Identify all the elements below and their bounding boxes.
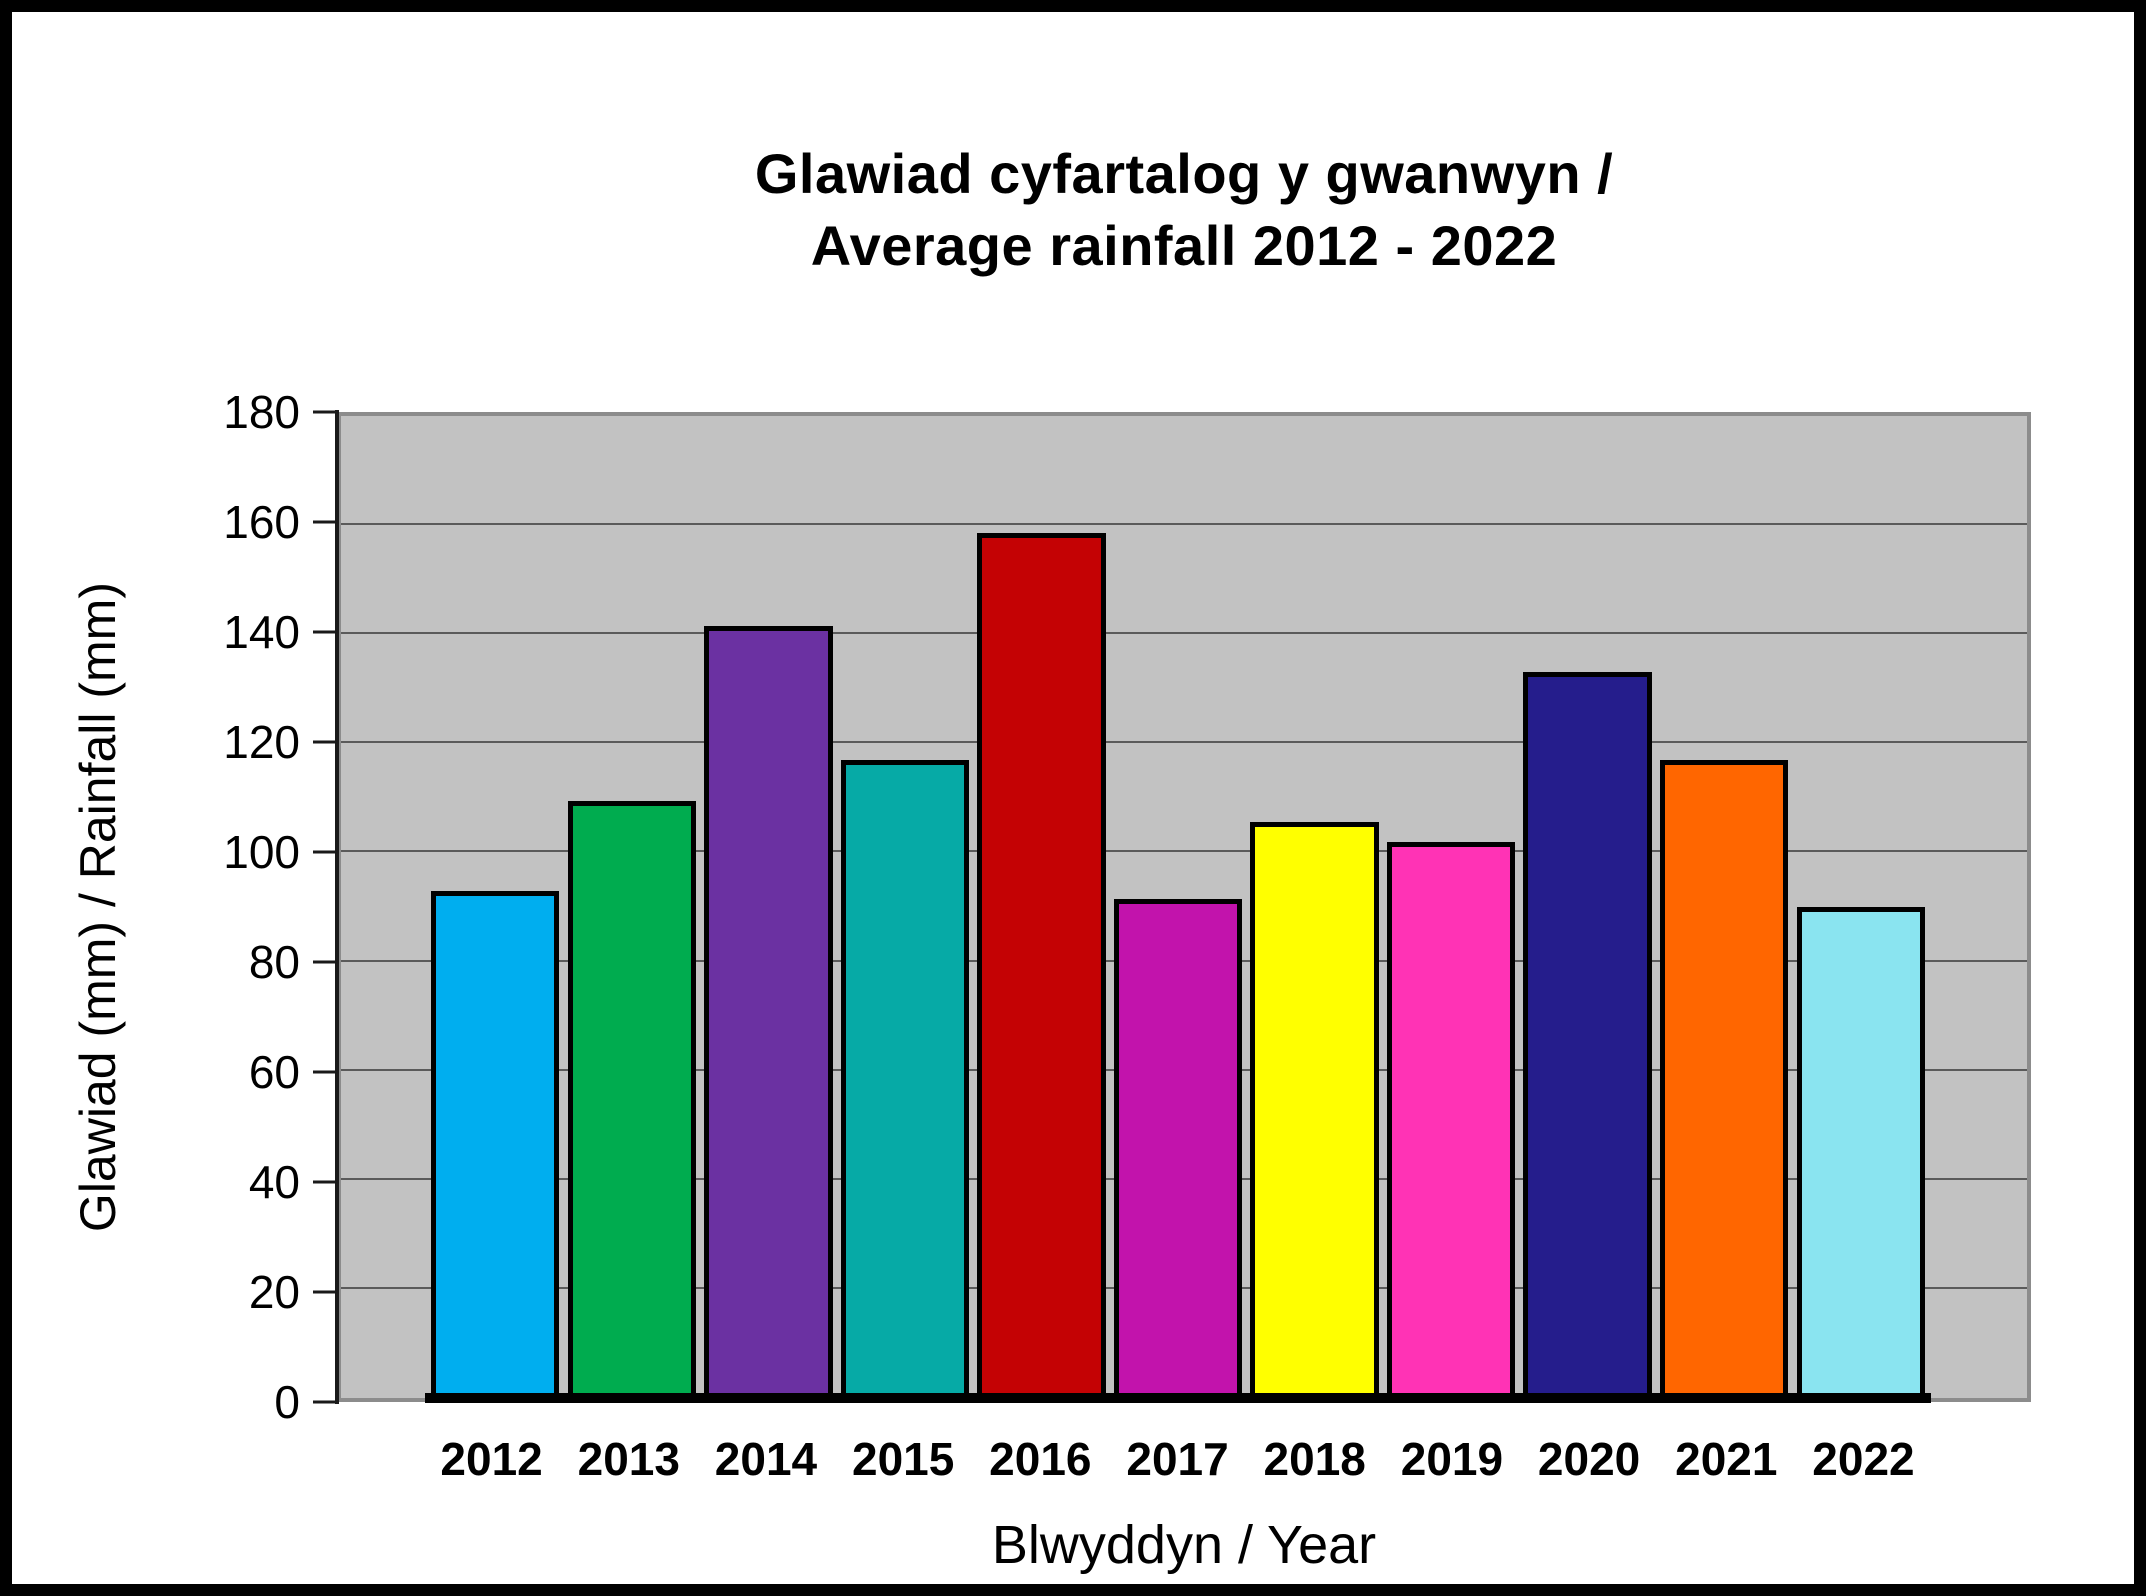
y-tick-mark-100 xyxy=(313,850,335,854)
chart-title-line2: Average rainfall 2012 - 2022 xyxy=(810,214,1558,277)
y-tick-label-160: 160 xyxy=(223,496,300,548)
y-tick-label-100: 100 xyxy=(223,826,300,878)
y-tick-mark-20 xyxy=(313,1290,335,1294)
y-tick-label-60: 60 xyxy=(248,1046,300,1098)
y-tick-marks xyxy=(313,410,335,1404)
bar-2021 xyxy=(1660,759,1789,1398)
x-axis-baseline xyxy=(425,1393,1931,1403)
x-tick-label-2017: 2017 xyxy=(1126,1433,1229,1485)
y-axis-line xyxy=(335,410,339,1404)
x-tick-label-2018: 2018 xyxy=(1263,1433,1366,1485)
gridline-160 xyxy=(341,523,2027,526)
y-tick-mark-80 xyxy=(313,960,335,964)
y-tick-mark-40 xyxy=(313,1180,335,1184)
x-tick-label-2019: 2019 xyxy=(1400,1433,1504,1485)
bar-2019 xyxy=(1386,841,1516,1398)
x-tick-label-2013: 2013 xyxy=(577,1433,680,1485)
gridline-100 xyxy=(341,850,2027,853)
bar-2022 xyxy=(1796,907,1925,1398)
x-tick-labels: 2012 2013 2014 2015 2016 2017 2018 2019 2020 2021… xyxy=(423,1432,1932,1486)
x-axis-title: Blwyddyn / Year xyxy=(991,1515,1377,1575)
y-tick-label-120: 120 xyxy=(223,716,300,768)
bar-2013 xyxy=(567,800,696,1398)
bars-container xyxy=(427,416,1929,1398)
bar-2020 xyxy=(1523,672,1652,1398)
y-tick-mark-140 xyxy=(313,630,335,634)
y-tick-labels: 0 20 40 60 80 100 120 140 160 180 xyxy=(12,386,300,1428)
bar-2012 xyxy=(431,890,560,1398)
gridline-120 xyxy=(341,741,2027,744)
x-tick-label-2014: 2014 xyxy=(714,1433,818,1485)
bar-2016 xyxy=(977,533,1106,1398)
bar-slot-2016 xyxy=(973,416,1110,1398)
y-tick-mark-120 xyxy=(313,740,335,744)
bar-2018 xyxy=(1250,822,1379,1398)
y-tick-label-40: 40 xyxy=(248,1156,300,1208)
bar-2014 xyxy=(704,626,833,1398)
x-tick-label-2020: 2020 xyxy=(1537,1433,1641,1485)
y-tick-mark-180 xyxy=(313,410,335,414)
bar-slot-2019 xyxy=(1383,416,1520,1398)
y-tick-label-0: 0 xyxy=(274,1376,300,1428)
bar-2015 xyxy=(840,759,970,1398)
y-tick-label-180: 180 xyxy=(223,386,300,438)
bar-slot-2020 xyxy=(1519,416,1656,1398)
bar-slot-2017 xyxy=(1110,416,1247,1398)
bar-slot-2015 xyxy=(837,416,974,1398)
bar-2017 xyxy=(1113,898,1243,1398)
bar-slot-2022 xyxy=(1792,416,1929,1398)
bar-slot-2013 xyxy=(564,416,701,1398)
x-tick-label-2012: 2012 xyxy=(440,1433,543,1485)
x-tick-label-2022: 2022 xyxy=(1812,1433,1915,1485)
bar-slot-2021 xyxy=(1656,416,1793,1398)
y-tick-mark-0 xyxy=(313,1400,335,1404)
y-tick-label-80: 80 xyxy=(248,936,300,988)
gridline-140 xyxy=(341,632,2027,635)
chart-title-line1: Glawiad cyfartalog y gwanwyn / xyxy=(754,142,1614,205)
plot-area xyxy=(337,412,2031,1403)
y-tick-label-20: 20 xyxy=(248,1266,300,1318)
bar-slot-2012 xyxy=(427,416,564,1398)
bar-slot-2014 xyxy=(700,416,837,1398)
x-tick-label-2016: 2016 xyxy=(989,1433,1092,1485)
chart-title: Glawiad cyfartalog y gwanwyn / Average r… xyxy=(337,138,2031,282)
y-tick-label-140: 140 xyxy=(223,606,300,658)
x-tick-label-2021: 2021 xyxy=(1675,1433,1778,1485)
y-tick-mark-60 xyxy=(313,1070,335,1074)
bar-slot-2018 xyxy=(1246,416,1383,1398)
y-tick-mark-160 xyxy=(313,520,335,524)
x-tick-label-2015: 2015 xyxy=(851,1433,955,1485)
